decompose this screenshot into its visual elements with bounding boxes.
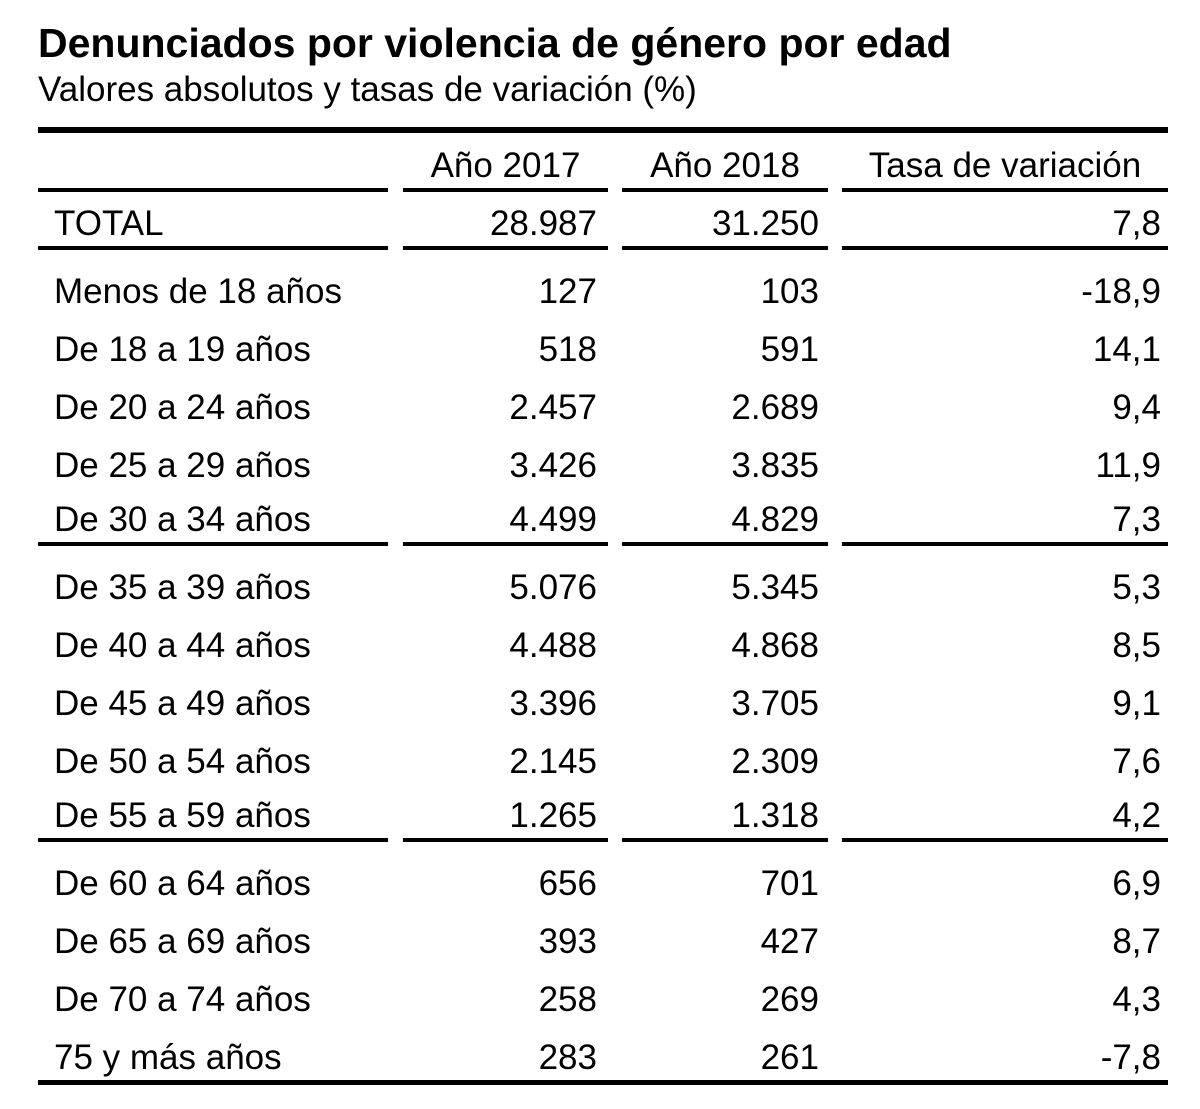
variation-value: 11,9 — [1095, 446, 1161, 485]
value-2018: 427 — [760, 922, 819, 961]
value-2017: 518 — [538, 330, 597, 369]
table-row: De 55 a 59 años 1.265 1.318 4,2 — [38, 784, 1168, 842]
page-subtitle: Valores absolutos y tasas de variación (… — [38, 70, 697, 109]
value-2018: 31.250 — [622, 204, 828, 250]
top-rule — [38, 127, 1168, 133]
table-row: De 70 a 74 años 258 269 4,3 — [38, 964, 1168, 1022]
row-label: De 30 a 34 años — [38, 500, 388, 546]
value-2017: 2.145 — [509, 742, 597, 781]
row-label: 75 y más años — [54, 1038, 282, 1077]
variation-value: 4,2 — [842, 796, 1168, 842]
table-row: De 20 a 24 años 2.457 2.689 9,4 — [38, 372, 1168, 430]
value-2018: 3.835 — [731, 446, 819, 485]
table-header-row: Año 2017 Año 2018 Tasa de variación — [38, 133, 1168, 192]
value-2017: 28.987 — [403, 204, 608, 250]
column-header-ano-2017: Año 2017 — [403, 146, 608, 192]
variation-value: -18,9 — [1081, 272, 1161, 311]
value-2017: 258 — [538, 980, 597, 1019]
value-2017: 1.265 — [403, 796, 608, 842]
variation-value: 9,4 — [1112, 388, 1161, 427]
variation-value: 9,1 — [1112, 684, 1161, 723]
row-label: De 70 a 74 años — [54, 980, 311, 1019]
row-label: De 18 a 19 años — [54, 330, 311, 369]
column-header-empty — [38, 186, 388, 192]
value-2018: 2.689 — [731, 388, 819, 427]
value-2018: 701 — [760, 864, 819, 903]
value-2018: 4.868 — [731, 626, 819, 665]
row-label: De 65 a 69 años — [54, 922, 311, 961]
column-header-ano-2018: Año 2018 — [622, 146, 828, 192]
table-row: De 30 a 34 años 4.499 4.829 7,3 — [38, 488, 1168, 546]
value-2017: 4.499 — [403, 500, 608, 546]
value-2018: 103 — [760, 272, 819, 311]
row-label: De 40 a 44 años — [54, 626, 311, 665]
row-label: De 35 a 39 años — [54, 568, 311, 607]
page-title: Denunciados por violencia de género por … — [38, 20, 952, 66]
variation-value: 8,7 — [1112, 922, 1161, 961]
variation-value: 5,3 — [1112, 568, 1161, 607]
table-row: De 35 a 39 años 5.076 5.345 5,3 — [38, 552, 1168, 610]
value-2018: 591 — [760, 330, 819, 369]
table-row: 75 y más años 283 261 -7,8 — [38, 1022, 1168, 1080]
table-row: De 45 a 49 años 3.396 3.705 9,1 — [38, 668, 1168, 726]
table-row: De 65 a 69 años 393 427 8,7 — [38, 906, 1168, 964]
table-row: De 50 a 54 años 2.145 2.309 7,6 — [38, 726, 1168, 784]
value-2017: 283 — [538, 1038, 597, 1077]
value-2017: 3.396 — [509, 684, 597, 723]
row-label: TOTAL — [38, 204, 388, 250]
table-row: De 40 a 44 años 4.488 4.868 8,5 — [38, 610, 1168, 668]
value-2018: 5.345 — [731, 568, 819, 607]
table-row: De 60 a 64 años 656 701 6,9 — [38, 848, 1168, 906]
value-2017: 4.488 — [509, 626, 597, 665]
value-2017: 3.426 — [509, 446, 597, 485]
value-2017: 2.457 — [509, 388, 597, 427]
value-2018: 261 — [760, 1038, 819, 1077]
row-label: De 55 a 59 años — [38, 796, 388, 842]
bottom-rule — [38, 1080, 1168, 1085]
table-figure: Denunciados por violencia de género por … — [38, 20, 1168, 1085]
variation-value: 14,1 — [1092, 330, 1161, 369]
variation-value: 7,6 — [1112, 742, 1161, 781]
table-row: De 18 a 19 años 518 591 14,1 — [38, 314, 1168, 372]
variation-value: -7,8 — [1100, 1038, 1161, 1077]
value-2018: 2.309 — [731, 742, 819, 781]
value-2017: 5.076 — [509, 568, 597, 607]
variation-value: 4,3 — [1112, 980, 1161, 1019]
variation-value: 6,9 — [1112, 864, 1161, 903]
value-2017: 656 — [538, 864, 597, 903]
row-label: De 60 a 64 años — [54, 864, 311, 903]
variation-value: 7,8 — [842, 204, 1168, 250]
row-label: De 25 a 29 años — [54, 446, 311, 485]
value-2018: 3.705 — [731, 684, 819, 723]
value-2017: 393 — [538, 922, 597, 961]
column-header-tasa-variacion: Tasa de variación — [842, 146, 1168, 192]
value-2017: 127 — [538, 272, 597, 311]
variation-value: 8,5 — [1112, 626, 1161, 665]
variation-value: 7,3 — [842, 500, 1168, 546]
table-row: Menos de 18 años 127 103 -18,9 — [38, 256, 1168, 314]
value-2018: 4.829 — [622, 500, 828, 546]
row-label: Menos de 18 años — [54, 272, 342, 311]
row-label: De 50 a 54 años — [54, 742, 311, 781]
row-label: De 45 a 49 años — [54, 684, 311, 723]
table-row: De 25 a 29 años 3.426 3.835 11,9 — [38, 430, 1168, 488]
table-row-total: TOTAL 28.987 31.250 7,8 — [38, 192, 1168, 250]
value-2018: 269 — [760, 980, 819, 1019]
row-label: De 20 a 24 años — [54, 388, 311, 427]
value-2018: 1.318 — [622, 796, 828, 842]
